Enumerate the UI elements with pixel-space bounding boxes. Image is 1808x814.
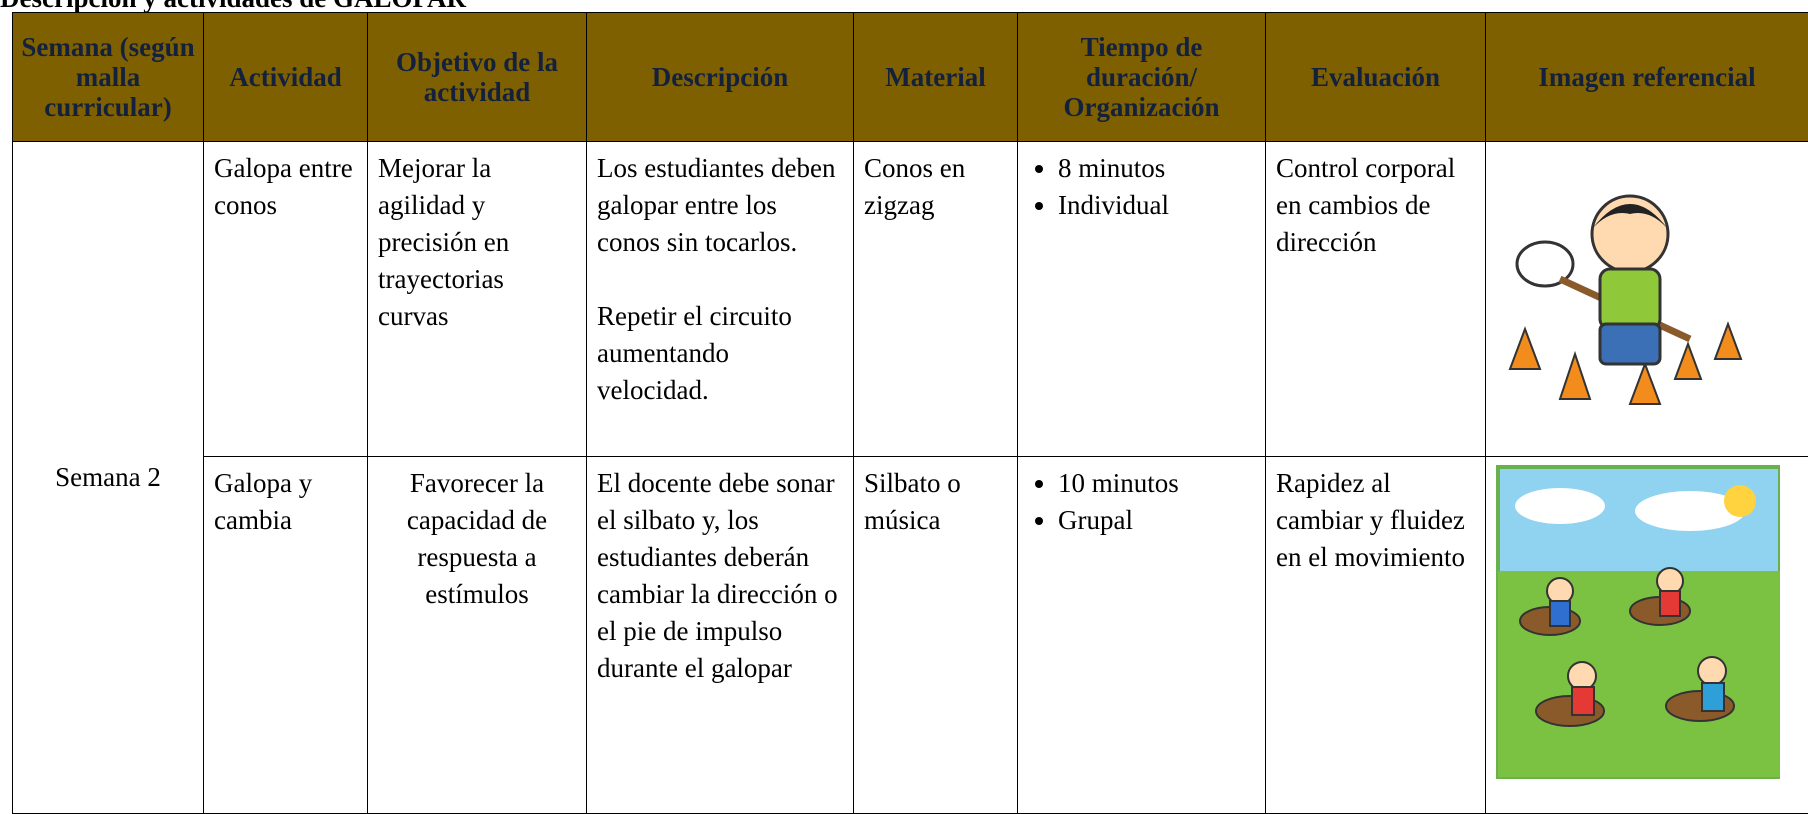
activity-cell: Galopa entre conos [204, 142, 368, 457]
bullet: Individual [1058, 187, 1255, 224]
activity-row: Galopa y cambia Favorecer la capacidad d… [13, 457, 1808, 814]
activity-cell: Galopa y cambia [204, 457, 368, 814]
paragraph: Repetir el circuito aumentando velocidad… [597, 298, 843, 409]
paragraph: El docente debe sonar el silbato y, los … [597, 465, 843, 687]
header-cell: Imagen referencial [1486, 13, 1808, 142]
page: {"title":"Descripción y actividades de G… [0, 0, 1808, 791]
race-illustration [1490, 461, 1780, 781]
description-cell: Los estudiantes deben galopar entre los … [587, 142, 854, 457]
cones-illustration [1490, 169, 1760, 419]
header-cell: Actividad [204, 13, 368, 142]
bullet: 10 minutos [1058, 465, 1255, 502]
bullet: 8 minutos [1058, 150, 1255, 187]
header-cell: Tiempo de duración/ Organización [1018, 13, 1266, 142]
objective-cell: Favorecer la capacidad de respuesta a es… [368, 457, 587, 814]
header-row: Semana (según malla curricular) Activida… [13, 13, 1808, 142]
bullet-list: 8 minutosIndividual [1028, 150, 1255, 224]
image-cell [1486, 142, 1808, 457]
image-cell [1486, 457, 1808, 814]
objective-cell: Mejorar la agilidad y precisión en traye… [368, 142, 587, 457]
header-cell: Descripción [587, 13, 854, 142]
paragraph: Los estudiantes deben galopar entre los … [597, 150, 843, 261]
material-cell: Silbato o música [854, 457, 1018, 814]
header-cell: Material [854, 13, 1018, 142]
evaluation-cell: Rapidez al cambiar y fluidez en el movim… [1266, 457, 1486, 814]
activity-table: Semana (según malla curricular) Activida… [12, 12, 1808, 814]
page-body: Descripción y actividades de GALOPAR Sem… [0, 0, 1808, 791]
material-cell: Conos en zigzag [854, 142, 1018, 457]
activity-row: Semana 2 Galopa entre conos Mejorar la a… [13, 142, 1808, 457]
bullet-list: 10 minutosGrupal [1028, 465, 1255, 539]
header-cell: Objetivo de la actividad [368, 13, 587, 142]
evaluation-cell: Control corporal en cambios de dirección [1266, 142, 1486, 457]
week-cell: Semana 2 [13, 142, 204, 814]
description-cell: El docente debe sonar el silbato y, los … [587, 457, 854, 814]
header-cell: Semana (según malla curricular) [13, 13, 204, 142]
time-cell: 10 minutosGrupal [1018, 457, 1266, 814]
time-cell: 8 minutosIndividual [1018, 142, 1266, 457]
header-cell: Evaluación [1266, 13, 1486, 142]
bullet: Grupal [1058, 502, 1255, 539]
